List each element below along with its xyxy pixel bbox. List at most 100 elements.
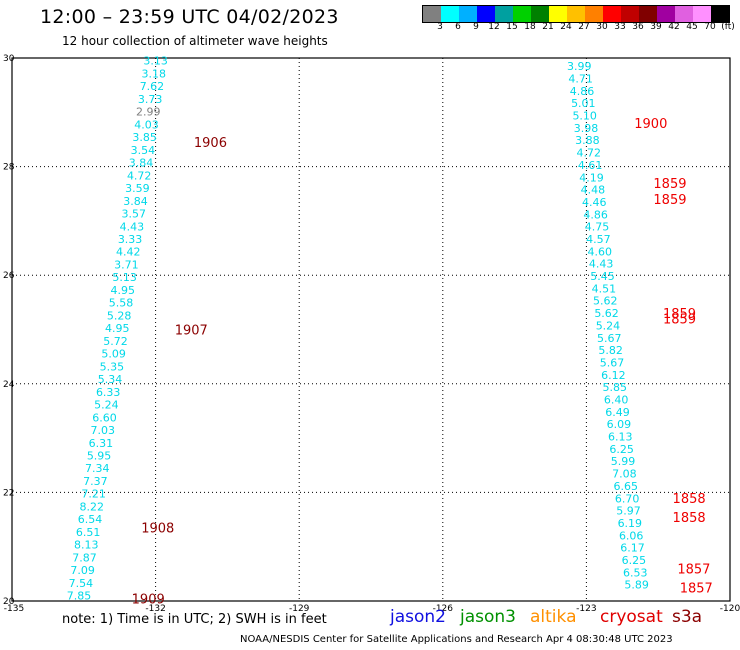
wave-height-value: 7.34 xyxy=(85,462,110,475)
wave-height-value: 3.54 xyxy=(131,144,156,157)
x-tick-label: -132 xyxy=(145,604,165,614)
wave-height-value: 3.71 xyxy=(114,258,139,271)
color-scale-label: 33 xyxy=(614,22,626,32)
wave-height-value: 4.95 xyxy=(111,284,136,297)
wave-height-value: 7.09 xyxy=(70,564,95,577)
wave-height-value: 3.85 xyxy=(132,131,157,144)
x-tick-label: -135 xyxy=(4,604,24,614)
pass-time-label: 1908 xyxy=(141,522,174,537)
wave-height-value: 4.75 xyxy=(585,221,610,234)
wave-height-value: 3.18 xyxy=(142,67,167,80)
wave-height-value: 4.43 xyxy=(120,220,145,233)
x-tick-label: -129 xyxy=(289,604,310,614)
wave-height-value: 7.37 xyxy=(83,475,108,488)
wave-height-value: 5.95 xyxy=(87,449,112,462)
wave-height-value: 6.19 xyxy=(618,517,643,530)
color-scale-label: 45 xyxy=(686,22,698,32)
wave-height-value: 5.35 xyxy=(100,360,125,373)
wave-height-value: 4.48 xyxy=(581,184,606,197)
pass-time-label: 1858 xyxy=(673,492,706,507)
wave-height-value: 4.60 xyxy=(587,245,612,258)
wave-height-value: 5.09 xyxy=(101,348,126,361)
color-swatch xyxy=(513,6,531,22)
wave-height-value: 6.65 xyxy=(613,480,638,493)
axis-tick-labels: -135 -132 -129 -126 -123 -120 30 28 26 24 22 20 xyxy=(3,54,740,614)
color-swatch xyxy=(441,6,459,22)
wave-height-value: 5.97 xyxy=(616,505,641,518)
color-scale-labels: 3 6 9 12 15 18 21 24 27 30 33 36 39 42 45 70 (ft) xyxy=(422,22,740,34)
pass-time-label: 1857 xyxy=(680,581,713,596)
wave-height-value: 3.84 xyxy=(123,195,148,208)
pass-time-label: 1859 xyxy=(663,313,696,328)
wave-height-value: 2.99 xyxy=(136,106,161,119)
color-scale-label: 24 xyxy=(560,22,572,32)
wave-height-value: 3.98 xyxy=(574,122,599,135)
x-tick-label: -120 xyxy=(720,604,740,614)
legend-item-s3a: s3a xyxy=(672,607,703,627)
x-tick-label: -126 xyxy=(433,604,454,614)
pass-time-label: 1857 xyxy=(677,562,710,577)
wave-height-value: 5.28 xyxy=(107,309,132,322)
wave-height-value: 3.84 xyxy=(129,157,154,170)
wave-height-value: 4.57 xyxy=(586,233,611,246)
wave-height-value: 6.33 xyxy=(96,386,121,399)
wave-height-value: 5.62 xyxy=(594,307,619,320)
wave-height-value: 6.17 xyxy=(620,542,645,555)
color-scale-bar xyxy=(422,5,730,23)
y-tick-label: 26 xyxy=(3,271,15,281)
wave-height-value: 7.03 xyxy=(90,424,115,437)
color-scale-label: 42 xyxy=(668,22,680,32)
wave-height-value: 4.19 xyxy=(579,171,604,184)
wave-height-value: 5.67 xyxy=(597,332,622,345)
wave-height-value: 5.82 xyxy=(598,344,623,357)
wave-height-value: 5.24 xyxy=(596,319,621,332)
wave-height-value: 4.71 xyxy=(568,72,593,85)
wave-height-value: 7.62 xyxy=(140,80,165,93)
plot-frame xyxy=(11,57,731,602)
wave-height-value: 4.46 xyxy=(582,196,607,209)
wave-height-value: 6.60 xyxy=(92,411,117,424)
color-scale-label: 36 xyxy=(632,22,644,32)
wave-height-value: 7.87 xyxy=(72,551,97,564)
y-tick-label: 28 xyxy=(3,163,15,173)
wave-height-value: 6.13 xyxy=(608,431,633,444)
wave-height-value: 3.59 xyxy=(125,182,150,195)
wave-height-value: 4.43 xyxy=(589,258,614,271)
wave-height-value: 3.33 xyxy=(118,233,143,246)
color-swatch xyxy=(603,6,621,22)
legend-item-jason3: jason3 xyxy=(460,607,516,627)
color-scale-label: (ft) xyxy=(721,22,735,32)
color-swatch xyxy=(477,6,495,22)
pass-time-label: 1858 xyxy=(673,511,706,526)
wave-height-value: 6.51 xyxy=(76,526,101,539)
pass-time-label: 1859 xyxy=(653,193,686,208)
wave-height-value: 3.88 xyxy=(575,134,600,147)
wave-height-value: 4.72 xyxy=(127,169,152,182)
wave-height-value: 7.54 xyxy=(69,577,94,590)
color-scale-label: 3 xyxy=(437,22,443,32)
color-swatch xyxy=(423,6,441,22)
wave-height-value: 5.67 xyxy=(600,356,625,369)
wave-height-value: 4.95 xyxy=(105,322,130,335)
y-tick-label: 20 xyxy=(3,597,15,607)
color-swatch xyxy=(693,6,711,22)
footer-credit: NOAA/NESDIS Center for Satellite Applica… xyxy=(240,634,673,645)
wave-height-value: 5.34 xyxy=(98,373,123,386)
color-swatch xyxy=(657,6,675,22)
color-scale-label: 15 xyxy=(506,22,518,32)
wave-height-value: 5.45 xyxy=(590,270,615,283)
wave-height-value: 4.61 xyxy=(578,159,603,172)
wave-height-value: 6.40 xyxy=(604,394,629,407)
wave-height-value: 3.99 xyxy=(567,60,592,73)
color-swatch xyxy=(711,6,729,22)
color-swatch xyxy=(549,6,567,22)
wave-height-value: 3.73 xyxy=(138,93,163,106)
color-swatch xyxy=(567,6,585,22)
color-scale-label: 30 xyxy=(596,22,608,32)
wave-height-value: 7.21 xyxy=(81,488,106,501)
wave-height-value: 4.86 xyxy=(583,208,608,221)
pass-time-label: 1859 xyxy=(653,177,686,192)
color-scale-label: 70 xyxy=(704,22,716,32)
legend-item-cryosat: cryosat xyxy=(600,607,663,627)
